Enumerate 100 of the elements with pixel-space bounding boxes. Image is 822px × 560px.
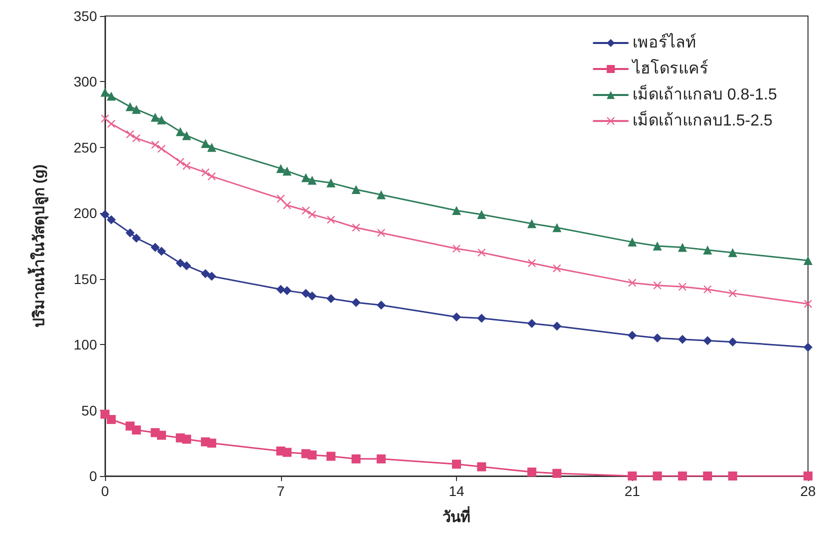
point xyxy=(376,300,386,310)
point xyxy=(106,414,116,424)
point xyxy=(326,178,336,188)
point xyxy=(282,286,292,296)
point xyxy=(477,462,486,472)
x-axis-title: วันที่ xyxy=(442,506,470,526)
point xyxy=(678,282,686,291)
point xyxy=(132,426,141,434)
point xyxy=(552,322,562,331)
y-axis-title: ปริมาณน้ำในวัสดุปลูก (g) xyxy=(27,164,49,328)
point xyxy=(282,166,292,176)
point xyxy=(376,190,386,200)
point xyxy=(352,184,361,194)
point xyxy=(101,114,109,123)
point xyxy=(132,104,141,114)
point xyxy=(804,342,812,352)
point xyxy=(308,176,317,185)
point xyxy=(150,242,160,252)
point xyxy=(452,460,461,469)
legend-label: ไฮโดรแคร์ xyxy=(630,58,709,78)
point xyxy=(728,337,738,346)
point xyxy=(208,172,216,180)
point xyxy=(151,140,160,149)
x-tick-label: 0 xyxy=(101,483,110,499)
point xyxy=(652,472,662,480)
point xyxy=(326,216,335,224)
point xyxy=(126,130,134,138)
point xyxy=(653,281,662,290)
point xyxy=(308,450,317,460)
point xyxy=(552,468,562,478)
point xyxy=(132,234,141,243)
point xyxy=(106,92,116,101)
point xyxy=(302,206,310,215)
point xyxy=(678,334,687,344)
y-tick-label: 200 xyxy=(74,205,98,222)
point xyxy=(477,314,486,323)
point xyxy=(552,223,562,232)
point xyxy=(728,248,738,258)
point xyxy=(200,269,210,278)
point xyxy=(106,215,116,224)
point xyxy=(308,291,317,300)
point xyxy=(176,158,184,166)
x-tick-label: 28 xyxy=(800,483,816,499)
point xyxy=(308,210,316,218)
point xyxy=(352,454,361,464)
point xyxy=(301,173,310,182)
point xyxy=(678,242,687,252)
point xyxy=(326,452,336,461)
y-tick-label: 150 xyxy=(74,270,98,287)
point xyxy=(201,168,210,176)
point xyxy=(276,164,286,173)
point xyxy=(207,272,216,281)
legend-label: เม็ดเถ้าแกลบ 0.8-1.5 xyxy=(632,84,778,104)
point xyxy=(282,448,292,457)
point xyxy=(156,430,166,440)
point xyxy=(804,256,812,265)
y-tick-label: 350 xyxy=(74,8,98,24)
y-tick-label: 250 xyxy=(74,139,98,156)
point xyxy=(528,259,536,268)
point xyxy=(628,330,637,340)
point xyxy=(452,312,461,322)
legend-label: เพอร์ไลท์ xyxy=(632,32,697,52)
point xyxy=(126,228,135,238)
point xyxy=(628,278,636,287)
point xyxy=(276,284,286,294)
y-tick-label: 50 xyxy=(81,402,98,418)
y-tick-label: 300 xyxy=(74,74,98,90)
point xyxy=(652,334,662,342)
point xyxy=(132,134,140,142)
point xyxy=(182,434,192,444)
point xyxy=(182,131,192,140)
point xyxy=(182,261,192,270)
point xyxy=(652,242,662,250)
point xyxy=(703,472,712,480)
point xyxy=(377,228,386,237)
point xyxy=(376,454,386,464)
point xyxy=(157,144,166,153)
point xyxy=(107,120,116,128)
point xyxy=(527,319,536,328)
point xyxy=(352,298,361,308)
point xyxy=(200,138,210,148)
y-tick-label: 0 xyxy=(89,468,98,484)
point xyxy=(703,245,712,254)
x-tick-label: 7 xyxy=(276,483,285,499)
point xyxy=(703,336,712,346)
point xyxy=(478,248,486,257)
point xyxy=(552,264,561,272)
point xyxy=(804,300,812,308)
point xyxy=(728,472,738,480)
point xyxy=(452,244,460,253)
point xyxy=(150,112,160,122)
point xyxy=(207,142,216,152)
point xyxy=(527,219,536,228)
point xyxy=(628,472,637,480)
x-tick-label: 14 xyxy=(448,483,464,499)
point xyxy=(100,210,110,219)
point xyxy=(352,224,360,232)
point xyxy=(527,468,536,477)
point xyxy=(176,258,185,268)
point xyxy=(301,288,310,298)
